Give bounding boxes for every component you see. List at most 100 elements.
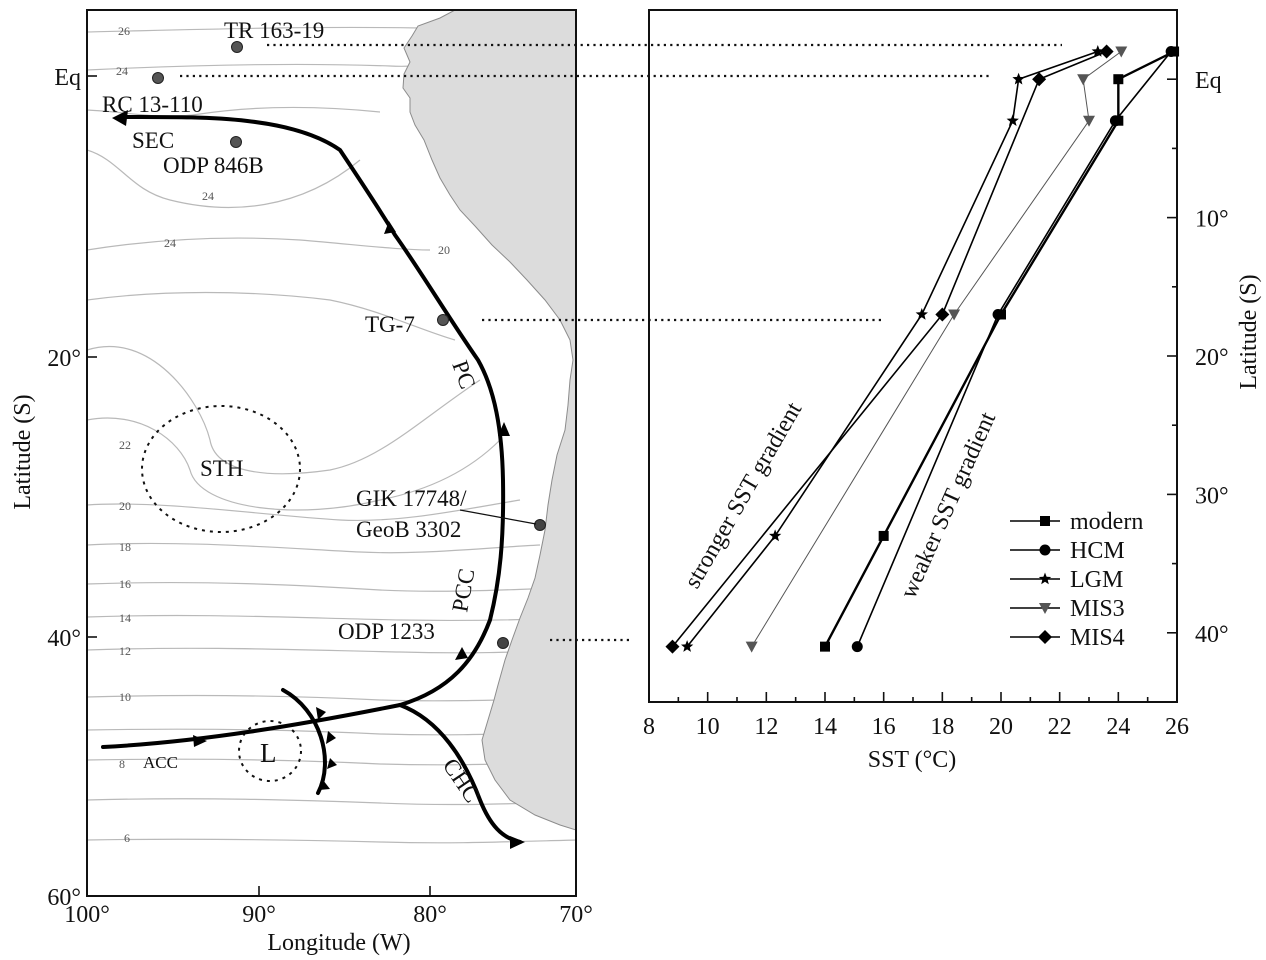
sec-pc-current [120,114,506,707]
site-tr163-19 [231,41,243,53]
site-label-tr163-19: TR 163-19 [224,18,324,43]
contour-label: 8 [119,757,125,771]
site-odp846b [230,136,242,148]
current-label-acc: ACC [143,753,178,772]
series-line-modern [823,50,1175,648]
pc-arrowhead-2 [498,422,510,436]
point-hcm [1165,46,1177,58]
site-odp1233 [497,637,509,649]
site-label-tg7: TG-7 [365,312,415,337]
front-tooth-2 [326,731,336,744]
feature-label-l: L [260,738,277,768]
front-tooth-4 [319,780,330,790]
contour-label: 12 [119,644,131,658]
map-frame [86,9,577,897]
point-hcm [1109,115,1121,127]
legend-label: HCM [1070,538,1125,564]
point-lgm [1006,114,1019,126]
point-lgm [1012,72,1025,85]
contour-label: 14 [119,611,131,625]
annotation-weaker: weaker SST gradient [896,408,1002,602]
current-label-pc: PC [447,357,480,392]
front-line [281,688,327,795]
map-y-tick-label: 20° [47,346,81,372]
map-x-tick-label: 100° [64,902,110,928]
chart-series [665,44,1180,654]
series-line-lgm [686,50,1099,648]
contour-label: 26 [118,24,130,38]
map-x-tick-label: 70° [559,902,593,928]
front-tooth-1 [316,707,326,720]
contour-labels: 26 24 24 24 20 22 20 18 16 14 12 10 8 6 [116,24,450,845]
sst-chart: 8 10 12 14 16 18 20 22 24 26 Eq 10° 20° 30° 40° SST (°… [643,9,1262,773]
point-modern [878,530,889,541]
series-mis3 [745,46,1128,653]
series-hcm [851,46,1177,653]
chart-x-tick-label: 14 [813,714,837,740]
point-mis3 [745,641,758,653]
contour-label: 20 [119,499,131,513]
point-mis4 [665,639,680,654]
contour-label: 24 [164,236,176,250]
gik-leader-line [459,509,537,525]
chart-x-tick-label: 24 [1106,714,1130,740]
chart-x-tick-label: 16 [872,714,896,740]
point-hcm [992,308,1004,320]
connector-lines [180,43,1062,642]
chart-ticks: 8 10 12 14 16 18 20 22 24 26 Eq 10° 20° 30° 40° [643,68,1229,740]
site-label-gik17748: GIK 17748/ [356,486,467,511]
point-mis4 [1099,44,1114,59]
map-y-tick-label: Eq [54,65,81,91]
sth-circle [141,405,301,533]
legend-marker [1039,544,1051,556]
contour-label: 20 [438,243,450,257]
site-gik17748 [534,519,546,531]
pcc-arrowhead [455,647,468,660]
chart-x-tick-label: 10 [696,714,720,740]
front-tooth-3 [327,758,337,769]
point-modern [820,641,830,652]
chart-x-tick-label: 8 [643,714,655,740]
legend-marker [1038,572,1052,585]
chart-y-tick-label: Eq [1195,68,1222,94]
point-mis3 [1077,74,1090,86]
contour-label: 10 [119,690,131,704]
point-lgm [681,640,694,652]
map-text-labels: TR 163-19 RC 13-110 SEC ODP 846B TG-7 ST… [102,18,485,807]
contour-label: 6 [124,831,130,845]
contour-label: 22 [119,438,131,452]
chart-xlabel: SST (°C) [868,747,957,773]
ocean-currents [101,110,525,849]
legend-marker [1038,630,1052,644]
acc-current [101,703,402,749]
contour-label: 24 [116,64,128,78]
current-label-pcc: PCC [447,567,479,614]
series-lgm [681,45,1104,652]
pc-arrowhead-1 [384,221,396,234]
acc-arrowhead [193,735,207,747]
chart-ylabel: Latitude (S) [1236,274,1262,389]
point-lgm [1091,45,1104,57]
map-axes: 100° 90° 80° 70° Eq 20° 40° 60° [47,65,592,928]
legend-label: LGM [1070,567,1123,593]
chart-y-tick-label: 30° [1195,483,1229,509]
contour-label: 18 [119,540,131,554]
chart-y-tick-label: 40° [1195,622,1229,648]
map-y-tick-label: 40° [47,626,81,652]
legend-label: MIS4 [1070,625,1125,651]
series-mis4 [665,44,1114,654]
site-label-odp1233: ODP 1233 [338,619,435,644]
chart-x-tick-label: 12 [754,714,778,740]
chart-y-tick-label: 20° [1195,345,1229,371]
map-y-tick-label: 60° [47,885,81,911]
point-mis3 [1115,46,1128,58]
contour-label: 24 [202,189,214,203]
map-x-tick-label: 90° [242,902,276,928]
chart-x-tick-label: 22 [1048,714,1072,740]
point-hcm [851,641,863,653]
feature-label-sth: STH [200,456,243,481]
map-x-tick-label: 80° [413,902,447,928]
point-modern [1113,74,1124,85]
series-modern [820,46,1180,652]
